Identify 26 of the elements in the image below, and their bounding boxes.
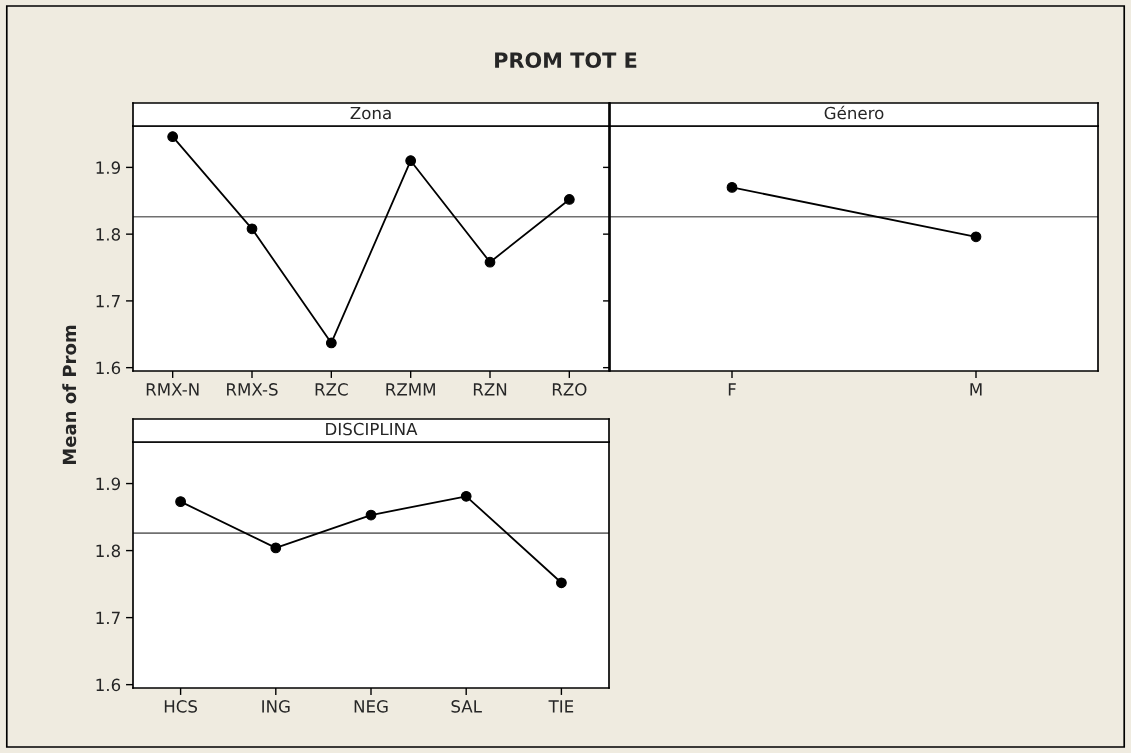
x-tick-label: RMX-S: [227, 383, 278, 396]
x-tick-label: RZO: [552, 383, 587, 396]
chart-subtitle: Género: [824, 105, 884, 120]
y-tick-label: 1.8: [96, 228, 121, 241]
y-tick-label: 1.7: [96, 295, 120, 308]
x-tick-label: HCS: [164, 700, 198, 713]
y-tick-label: 1.9: [96, 161, 121, 174]
x-tick-label: F: [728, 383, 736, 396]
chart-subtitle: DISCIPLINA: [326, 422, 418, 436]
y-tick-label: 1.8: [96, 544, 121, 558]
x-tick-label: M: [970, 383, 982, 396]
x-tick-label: SAL: [451, 700, 482, 713]
chart-subtitle: Zona: [350, 106, 391, 120]
x-tick-label: RMX-N: [146, 383, 199, 396]
x-tick-label: TIE: [548, 700, 574, 713]
y-tick-label: 1.6: [96, 361, 121, 375]
y-axis-title: Mean of Prom: [62, 325, 77, 465]
x-tick-label: RZMM: [386, 383, 435, 396]
x-tick-label: RZN: [473, 383, 507, 396]
x-tick-label: RZC: [315, 383, 348, 396]
y-tick-label: 1.9: [96, 477, 121, 491]
x-tick-label: ING: [262, 700, 290, 713]
chart-title: PROM TOT E: [495, 52, 637, 69]
y-tick-label: 1.6: [96, 678, 121, 692]
y-tick-label: 1.7: [96, 611, 120, 624]
x-tick-label: NEG: [354, 700, 388, 713]
